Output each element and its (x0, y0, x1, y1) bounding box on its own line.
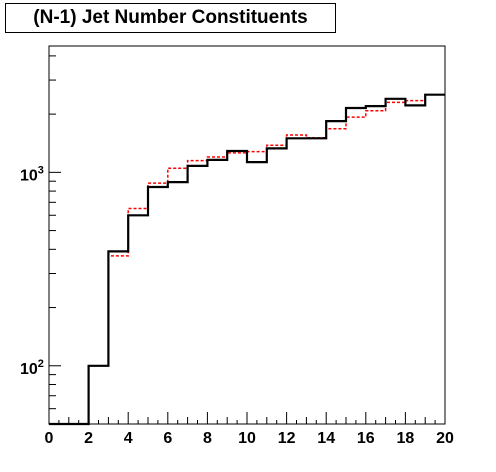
x-tick-label: 6 (163, 430, 172, 447)
x-tick-label: 12 (278, 430, 296, 447)
x-axis: 0 2 4 6 8 10 12 14 16 18 20 (45, 412, 454, 447)
x-tick-label: 20 (436, 430, 454, 447)
series-layer (49, 93, 445, 426)
chart-title: (N-1) Jet Number Constituents (5, 3, 336, 33)
y-tick-label: 103 (20, 164, 44, 184)
x-tick-label: 10 (238, 430, 256, 447)
series-line-0 (49, 93, 445, 426)
x-tick-label: 14 (317, 430, 335, 447)
x-tick-label: 8 (203, 430, 212, 447)
y-axis: 102 103 (20, 55, 61, 425)
x-tick-label: 0 (45, 430, 54, 447)
x-tick-label: 2 (84, 430, 93, 447)
x-tick-label: 18 (397, 430, 415, 447)
y-tick-label: 102 (20, 358, 44, 378)
x-tick-label: 4 (124, 430, 133, 447)
x-tick-label: 16 (357, 430, 375, 447)
